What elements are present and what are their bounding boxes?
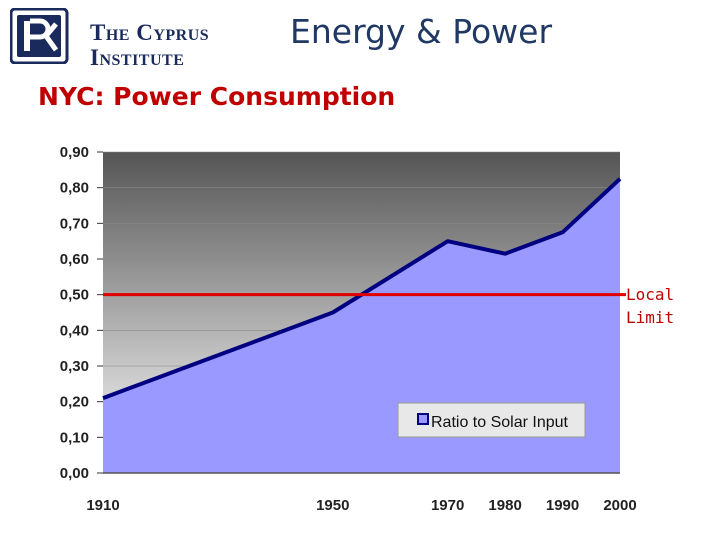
logo-line-1: The Cyprus bbox=[90, 20, 210, 45]
local-limit-label: Local Limit bbox=[626, 285, 675, 327]
x-tick-label: 1910 bbox=[86, 497, 119, 514]
x-tick-label: 1950 bbox=[316, 497, 349, 514]
x-tick-label: 2000 bbox=[603, 497, 636, 514]
institute-logo: The Cyprus Institute bbox=[9, 7, 210, 70]
y-tick-label: 0,10 bbox=[60, 429, 89, 446]
legend-label: Ratio to Solar Input bbox=[431, 414, 569, 431]
legend-swatch bbox=[417, 413, 429, 425]
x-tick-label: 1970 bbox=[431, 497, 464, 514]
y-tick-label: 0,40 bbox=[60, 322, 89, 339]
y-tick-label: 0,00 bbox=[60, 465, 89, 482]
chart-subtitle: NYC: Power Consumption bbox=[38, 82, 396, 111]
y-tick-label: 0,20 bbox=[60, 394, 89, 411]
logo-line-2: Institute bbox=[90, 45, 185, 70]
series-line bbox=[102, 177, 622, 400]
slide-title: Energy & Power bbox=[290, 12, 553, 51]
x-axis-ticks: 1910 1950 1970 1980 1990 2000 bbox=[86, 472, 637, 514]
y-tick-label: 0,80 bbox=[60, 180, 89, 197]
y-tick-label: 0,50 bbox=[60, 287, 89, 304]
legend: Ratio to Solar Input bbox=[397, 402, 586, 438]
x-tick-label: 1990 bbox=[546, 497, 579, 514]
y-axis-ticks: 0,00 0,10 0,20 0,30 0,40 0,50 0,60 0,70 0,80 0,90 bbox=[60, 144, 103, 482]
x-tick-label: 1980 bbox=[488, 497, 521, 514]
y-tick-label: 0,90 bbox=[60, 144, 89, 161]
logo-emblem-icon bbox=[9, 7, 69, 65]
logo-wordmark: The Cyprus Institute bbox=[90, 20, 209, 70]
y-tick-label: 0,70 bbox=[60, 215, 89, 232]
y-tick-label: 0,30 bbox=[60, 358, 89, 375]
y-tick-label: 0,60 bbox=[60, 251, 89, 268]
